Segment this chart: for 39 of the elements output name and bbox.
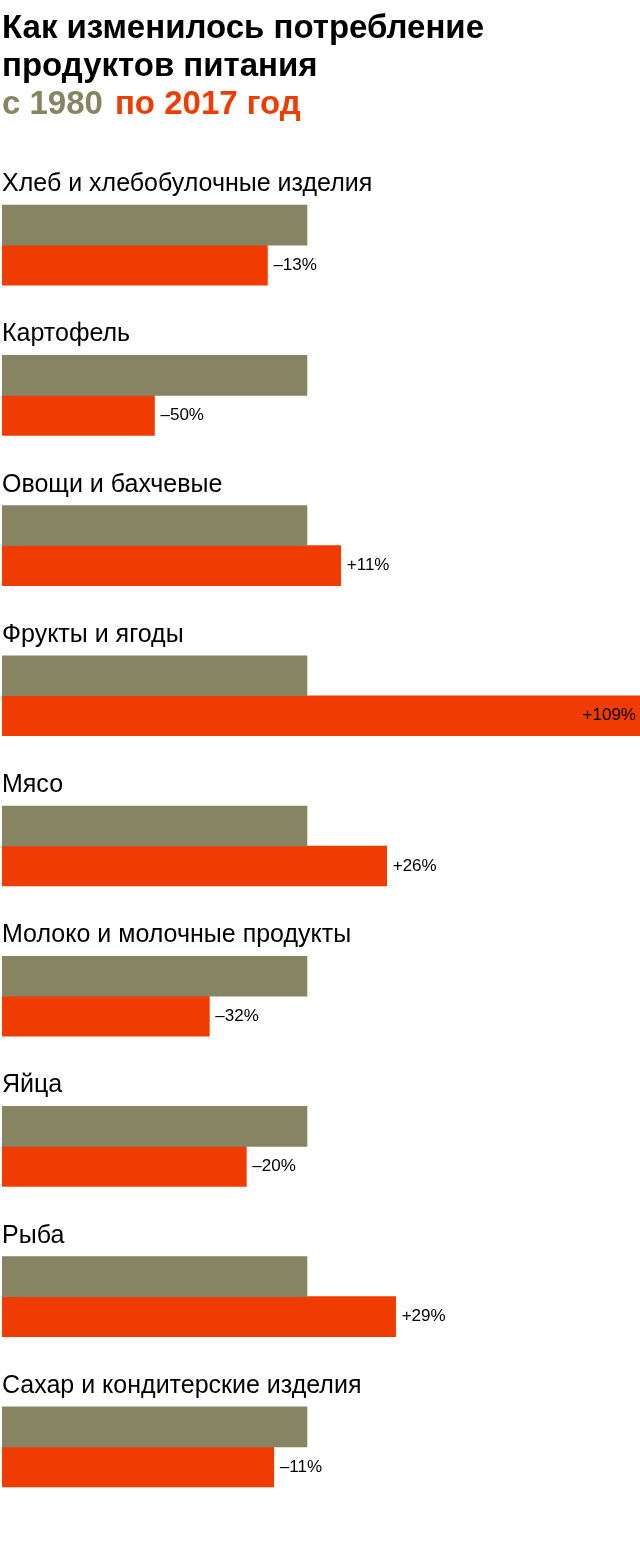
y-tick-label: Мясо — [2, 769, 64, 797]
y-tick-label: Хлеб и хлебобулочные изделия — [2, 168, 373, 197]
bar — [2, 1296, 396, 1337]
y-tick-label: Молоко и молочные продукты — [2, 919, 352, 948]
y-tick-label: Овощи и бахчевые — [2, 468, 223, 497]
bar — [2, 1446, 275, 1488]
annotation: +11% — [346, 555, 390, 575]
y-tick-label: Сахар и кондитерские изделия — [2, 1369, 362, 1398]
annotation: +109% — [582, 705, 636, 725]
annotation: –50% — [160, 405, 204, 425]
bar — [2, 845, 388, 887]
bar — [2, 695, 640, 737]
annotation: +29% — [401, 1306, 446, 1326]
y-tick-label: Рыба — [2, 1219, 65, 1248]
annotation: –13% — [273, 254, 317, 274]
chart-title: Как изменилось потребление продуктов питания — [2, 8, 485, 84]
bar — [2, 505, 308, 546]
bar — [2, 244, 268, 286]
annotation: –11% — [279, 1456, 323, 1476]
bar — [2, 204, 308, 246]
bar — [2, 545, 342, 586]
bar — [2, 1256, 308, 1297]
bar — [2, 805, 308, 847]
bar — [2, 1106, 308, 1147]
bar — [2, 995, 210, 1037]
annotation: +26% — [392, 855, 437, 875]
bar — [2, 955, 308, 997]
bar — [2, 1406, 308, 1448]
bar — [2, 655, 308, 697]
annotation: –20% — [252, 1156, 296, 1176]
bar — [2, 395, 155, 436]
annotation: –32% — [215, 1005, 259, 1025]
bar — [2, 1146, 247, 1187]
y-tick-label: Картофель — [2, 318, 131, 347]
text: по 2017 год — [114, 84, 301, 121]
text: с 1980 — [2, 84, 103, 121]
bar — [2, 355, 308, 396]
y-tick-label: Яйца — [2, 1069, 63, 1098]
y-tick-label: Фрукты и ягоды — [2, 618, 184, 647]
